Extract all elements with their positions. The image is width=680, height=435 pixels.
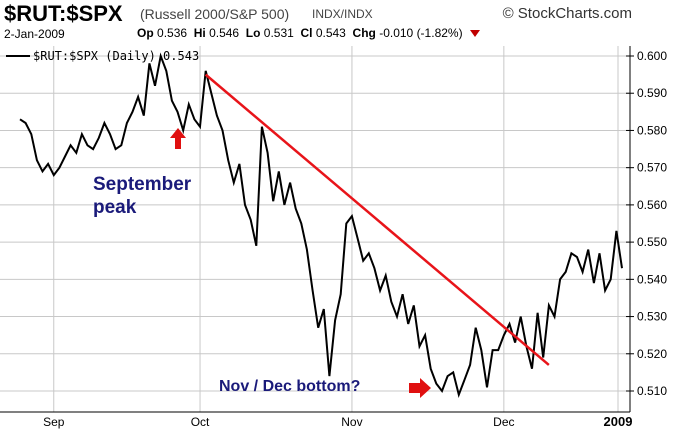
y-tick-label: 0.530 [637,310,667,324]
x-tick-label: 2009 [604,414,633,429]
x-tick-label: Dec [493,415,514,429]
down-triangle-icon [469,30,480,38]
x-tick-label: Oct [191,415,210,429]
symbol-title: $RUT:$SPX [4,1,123,26]
chart-header: $RUT:$SPX (Russell 2000/S&P 500) INDX/IN… [0,0,680,46]
low-label: Lo [245,26,261,40]
low-value: 0.531 [263,26,294,40]
y-axis-ticks: 0.510 0.520 0.530 0.540 0.550 0.560 0.570 0.580… [626,49,667,398]
x-tick-label: Nov [341,415,362,429]
plot-area [0,46,630,412]
open-label: Op [137,26,154,40]
quote-date: 2-Jan-2009 [4,27,65,41]
peak-label-line2: peak [93,197,137,218]
september-peak-annotation: September peak [93,128,192,218]
exchange-label: INDX/INDX [312,7,373,21]
change-value: -0.010 (-1.82%) [379,26,463,40]
ratio-series-line [19,52,623,399]
x-axis-ticks: Sep Oct Nov Dec 2009 [43,414,632,429]
x-tick-label: Sep [43,415,65,429]
symbol-description: (Russell 2000/S&P 500) [140,6,290,22]
y-tick-label: 0.540 [637,272,667,286]
change-label: Chg [352,26,376,40]
y-tick-label: 0.560 [637,198,667,212]
y-tick-label: 0.590 [637,86,667,100]
y-tick-label: 0.550 [637,235,667,249]
y-tick-label: 0.600 [637,49,667,63]
brand-link[interactable]: © StockCharts.com [502,5,632,22]
y-tick-label: 0.580 [637,123,667,137]
downtrend-line [204,73,550,366]
high-value: 0.546 [209,26,240,40]
grid-lines [0,46,630,412]
legend-label: $RUT:$SPX (Daily) 0.543 [33,49,199,63]
y-tick-label: 0.520 [637,347,667,361]
peak-label-line1: September [93,174,192,195]
right-arrow-icon [409,378,431,398]
bottom-label: Nov / Dec bottom? [219,378,360,395]
open-value: 0.536 [157,26,188,40]
high-label: Hi [193,26,206,40]
legend: $RUT:$SPX (Daily) 0.543 [6,49,199,63]
y-tick-label: 0.570 [637,161,667,175]
up-arrow-icon [170,128,186,149]
ohlc-readout: Op 0.536 Hi 0.546 Lo 0.531 Cl 0.543 Chg … [137,26,480,40]
bottom-annotation: Nov / Dec bottom? [219,378,431,398]
close-label: Cl [300,26,313,40]
y-tick-label: 0.510 [637,384,667,398]
close-value: 0.543 [315,26,346,40]
